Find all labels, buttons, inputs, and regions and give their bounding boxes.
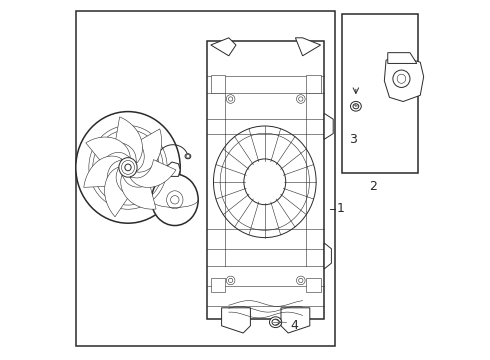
- Circle shape: [296, 276, 305, 285]
- Polygon shape: [136, 129, 162, 172]
- Polygon shape: [281, 308, 310, 333]
- Bar: [306, 75, 320, 93]
- Polygon shape: [295, 38, 320, 56]
- Text: 3: 3: [349, 133, 357, 146]
- Bar: [342, 14, 418, 173]
- Polygon shape: [324, 243, 331, 269]
- Text: 1: 1: [337, 202, 344, 215]
- Ellipse shape: [151, 174, 198, 225]
- Ellipse shape: [244, 159, 286, 205]
- Circle shape: [296, 95, 305, 103]
- Polygon shape: [167, 162, 180, 176]
- Polygon shape: [84, 156, 122, 187]
- Polygon shape: [86, 137, 130, 163]
- Ellipse shape: [76, 112, 180, 223]
- Text: 2: 2: [369, 180, 377, 193]
- Ellipse shape: [270, 317, 282, 328]
- Polygon shape: [388, 53, 417, 63]
- Polygon shape: [104, 167, 129, 217]
- Polygon shape: [211, 38, 236, 56]
- Bar: [306, 278, 320, 292]
- Polygon shape: [130, 159, 176, 188]
- Polygon shape: [121, 175, 156, 209]
- Polygon shape: [221, 308, 250, 333]
- Bar: [211, 278, 225, 292]
- Bar: [211, 75, 225, 93]
- Polygon shape: [324, 113, 333, 139]
- Ellipse shape: [119, 158, 137, 177]
- Ellipse shape: [350, 102, 361, 111]
- Circle shape: [226, 276, 235, 285]
- Bar: [207, 41, 324, 319]
- Polygon shape: [115, 117, 143, 163]
- Bar: [76, 11, 335, 346]
- Polygon shape: [384, 56, 424, 102]
- Ellipse shape: [185, 154, 191, 159]
- Circle shape: [226, 95, 235, 103]
- Text: 4: 4: [290, 319, 298, 332]
